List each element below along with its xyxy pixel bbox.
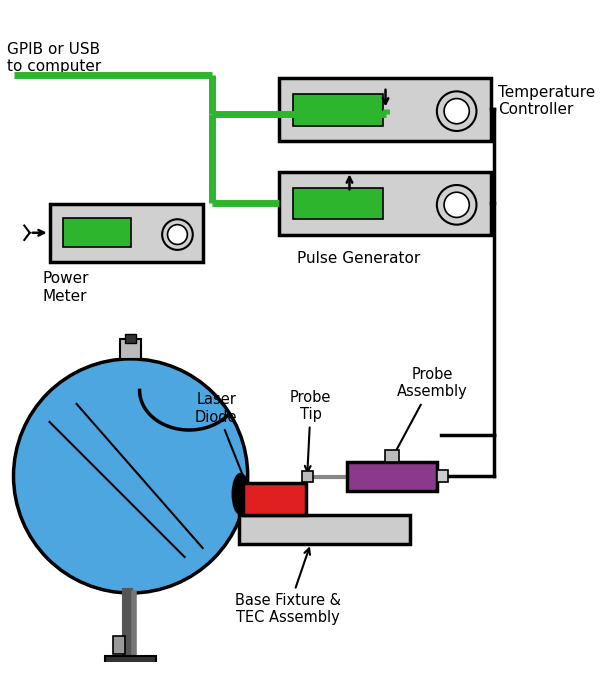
Circle shape [437, 185, 476, 224]
Circle shape [444, 98, 469, 124]
Text: Temperature
Controller: Temperature Controller [498, 85, 595, 117]
FancyBboxPatch shape [279, 78, 491, 141]
Circle shape [14, 359, 248, 593]
FancyBboxPatch shape [437, 470, 448, 482]
FancyBboxPatch shape [97, 673, 165, 690]
Circle shape [437, 91, 476, 131]
FancyBboxPatch shape [243, 483, 306, 514]
FancyBboxPatch shape [279, 171, 491, 235]
Text: Base Fixture &
TEC Assembly: Base Fixture & TEC Assembly [235, 549, 341, 625]
Ellipse shape [232, 474, 248, 514]
Circle shape [162, 220, 193, 250]
FancyBboxPatch shape [63, 218, 131, 247]
FancyBboxPatch shape [120, 339, 142, 359]
FancyBboxPatch shape [239, 514, 410, 544]
FancyBboxPatch shape [385, 450, 399, 462]
Text: Laser
Diode: Laser Diode [195, 392, 247, 483]
FancyBboxPatch shape [50, 204, 203, 263]
FancyBboxPatch shape [347, 462, 437, 491]
Text: Probe
Tip: Probe Tip [290, 390, 331, 472]
Text: Power
Meter: Power Meter [43, 272, 89, 304]
FancyBboxPatch shape [293, 94, 383, 125]
Circle shape [444, 192, 469, 217]
FancyBboxPatch shape [106, 656, 156, 673]
Text: GPIB or USB
to computer: GPIB or USB to computer [7, 42, 101, 74]
FancyBboxPatch shape [293, 187, 383, 220]
FancyBboxPatch shape [302, 471, 313, 482]
FancyBboxPatch shape [125, 334, 136, 343]
FancyBboxPatch shape [113, 636, 125, 654]
Circle shape [167, 224, 187, 245]
Text: Probe
Assembly: Probe Assembly [390, 367, 468, 462]
Text: Pulse Generator: Pulse Generator [297, 251, 421, 266]
